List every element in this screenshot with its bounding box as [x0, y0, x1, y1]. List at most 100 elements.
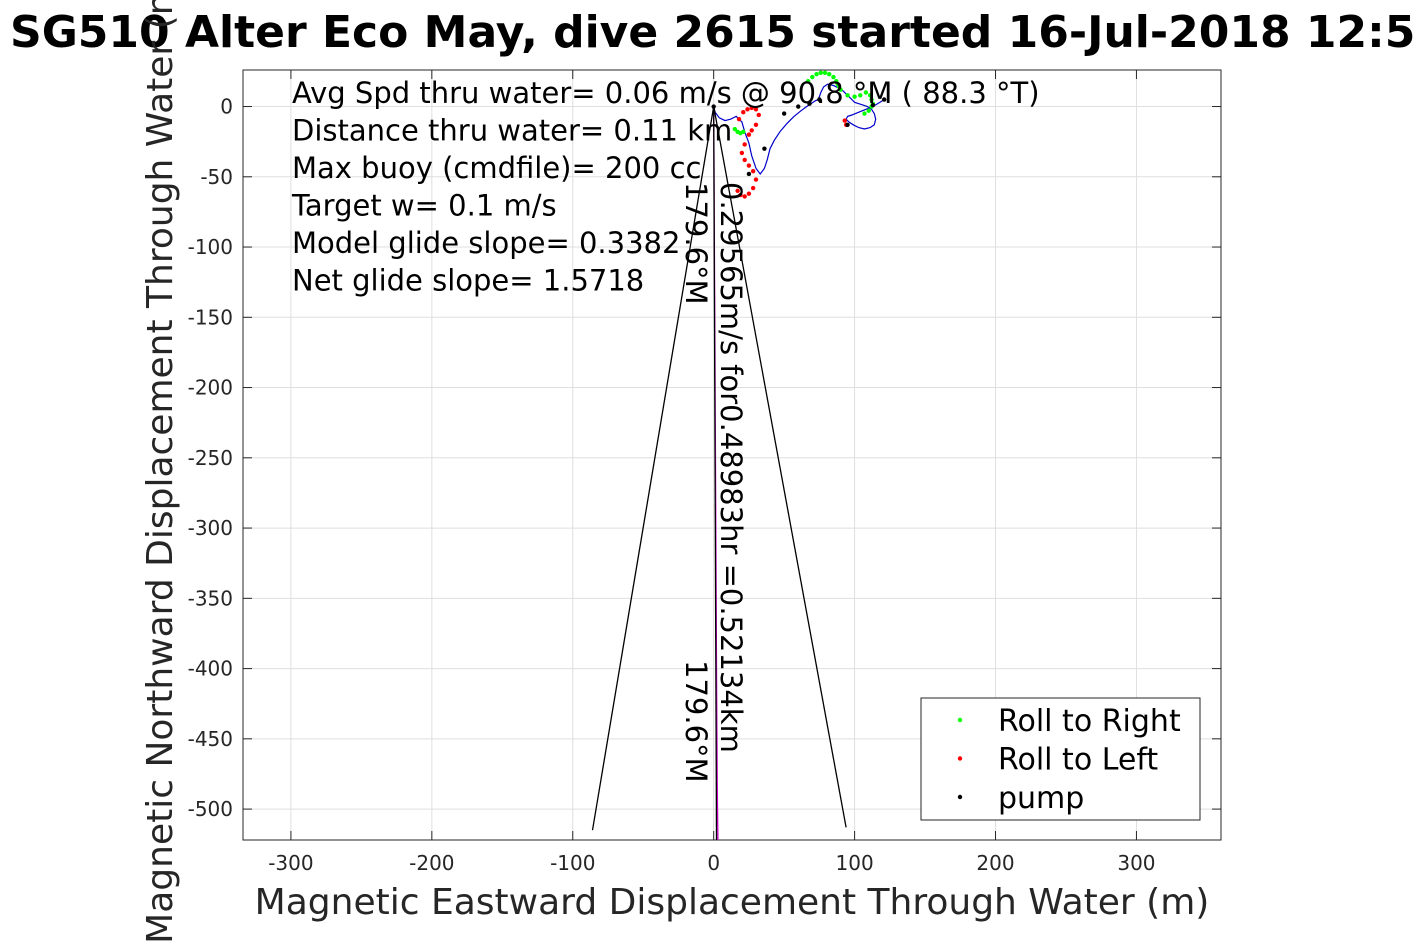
- point-roll-to-right: [862, 111, 867, 116]
- axis-ticks: [243, 70, 1221, 840]
- point-roll-to-right: [867, 93, 873, 98]
- x-tick-label: -200: [409, 851, 454, 875]
- point-roll-to-right: [818, 70, 823, 76]
- legend-box: [920, 697, 1201, 821]
- point-roll-to-left: [753, 177, 759, 182]
- point-roll-to-right: [858, 93, 863, 98]
- point-roll-to-right: [863, 90, 869, 95]
- current-label: 0.29565m/s for0.48983hr =0.52134km: [714, 182, 748, 753]
- point-roll-to-left: [739, 150, 745, 156]
- grid-lines: [243, 70, 1221, 840]
- point-pump: [781, 111, 787, 116]
- point-roll-to-left: [842, 118, 847, 123]
- y-tick-label: -50: [200, 165, 233, 189]
- stats-line: Model glide slope= 0.3382: [292, 226, 680, 260]
- point-roll-to-right: [822, 70, 828, 76]
- x-axis-label: Magnetic Eastward Displacement Through W…: [255, 882, 1210, 923]
- x-tick-label: 300: [1117, 851, 1155, 875]
- y-tick-label: -400: [188, 657, 233, 681]
- stats-line: Target w= 0.1 m/s: [291, 189, 557, 223]
- point-pump: [762, 146, 767, 151]
- chart-title: SG510 Alter Eco May, dive 2615 started 1…: [10, 7, 1417, 58]
- point-pump: [870, 102, 876, 108]
- heading-label-bottom: 179.6°M: [679, 660, 713, 783]
- y-tick-label: -200: [188, 376, 233, 400]
- point-roll-to-right: [810, 74, 815, 80]
- y-tick-label: 0: [220, 95, 233, 119]
- point-roll-to-left: [753, 107, 759, 112]
- y-tick-labels: 0 -50 -100 -150 -200 -250 -300 -350 -400 -450 -500: [188, 95, 233, 822]
- point-roll-to-left: [745, 107, 750, 112]
- point-roll-to-left: [746, 132, 752, 137]
- line-heading-cone-left: [591, 106, 715, 831]
- y-tick-label: -300: [188, 516, 233, 540]
- x-tick-labels: -300 -200 -100 0 100 200 300: [268, 851, 1155, 875]
- y-axis-label: Magnetic Northward Displacement Through …: [140, 0, 181, 944]
- heading-label-top: 179.6°M: [679, 182, 713, 305]
- point-roll-to-left: [746, 191, 752, 196]
- x-tick-label: -100: [550, 851, 595, 875]
- point-roll-to-left: [746, 163, 752, 168]
- y-tick-label: -100: [188, 235, 233, 259]
- legend-marker-roll-to-left: [957, 756, 963, 761]
- legend-label-roll-to-right: Roll to Right: [998, 704, 1181, 739]
- y-tick-label: -500: [188, 797, 233, 821]
- y-tick-label: -450: [188, 727, 233, 751]
- legend-marker-pump: [957, 794, 963, 800]
- point-roll-to-right: [866, 108, 871, 113]
- point-roll-to-right: [869, 97, 874, 102]
- point-roll-to-left: [742, 194, 747, 199]
- point-roll-to-right: [827, 72, 832, 77]
- y-tick-label: -350: [188, 586, 233, 610]
- plot-points: [711, 70, 887, 199]
- point-roll-to-right: [852, 94, 857, 99]
- x-tick-label: 0: [707, 851, 720, 875]
- plot-area: [242, 69, 1222, 841]
- point-roll-to-left: [742, 142, 747, 147]
- point-roll-to-left: [749, 128, 754, 133]
- line-center-line: [713, 106, 718, 840]
- stats-line: Avg Spd thru water= 0.06 m/s @ 90.8 °M (…: [292, 76, 1040, 110]
- line-heading-cone-right: [713, 106, 847, 828]
- point-roll-to-right: [845, 93, 850, 98]
- point-roll-to-left: [742, 157, 747, 163]
- x-tick-label: 200: [976, 851, 1014, 875]
- point-pump: [845, 122, 850, 127]
- point-roll-to-left: [750, 168, 756, 174]
- point-roll-to-left: [756, 112, 761, 118]
- plot-lines: [591, 83, 885, 840]
- point-pump: [796, 104, 801, 109]
- point-roll-to-right: [838, 87, 843, 92]
- point-pump: [807, 101, 812, 106]
- point-roll-to-left: [750, 185, 756, 191]
- point-roll-to-left: [753, 122, 759, 127]
- point-roll-to-left: [741, 109, 746, 115]
- point-roll-to-right: [814, 72, 819, 77]
- point-pump: [817, 97, 822, 102]
- point-roll-to-left: [738, 192, 743, 198]
- x-tick-label: -300: [268, 851, 313, 875]
- point-roll-to-left: [735, 188, 740, 194]
- point-pump: [746, 171, 752, 177]
- x-tick-label: 100: [836, 851, 874, 875]
- y-tick-label: -250: [188, 446, 233, 470]
- stats-annotation: Avg Spd thru water= 0.06 m/s @ 90.8 °M (…: [291, 76, 1040, 298]
- point-roll-to-left: [749, 105, 754, 111]
- point-pump: [711, 104, 716, 109]
- stats-line: Max buoy (cmdfile)= 200 cc: [292, 151, 701, 185]
- point-roll-to-right: [741, 129, 746, 135]
- legend-label-roll-to-left: Roll to Left: [998, 743, 1158, 778]
- legend-marker-roll-to-right: [957, 717, 963, 723]
- point-pump: [881, 97, 887, 102]
- line-glider-track: [713, 83, 885, 175]
- stats-line: Distance thru water= 0.11 km: [292, 114, 732, 148]
- point-roll-to-left: [736, 116, 742, 122]
- point-roll-to-right: [732, 126, 738, 132]
- y-tick-label: -150: [188, 305, 233, 329]
- point-roll-to-right: [831, 74, 836, 80]
- point-roll-to-right: [805, 79, 811, 84]
- stats-line: Net glide slope= 1.5718: [292, 264, 644, 298]
- legend-label-pump: pump: [998, 781, 1084, 816]
